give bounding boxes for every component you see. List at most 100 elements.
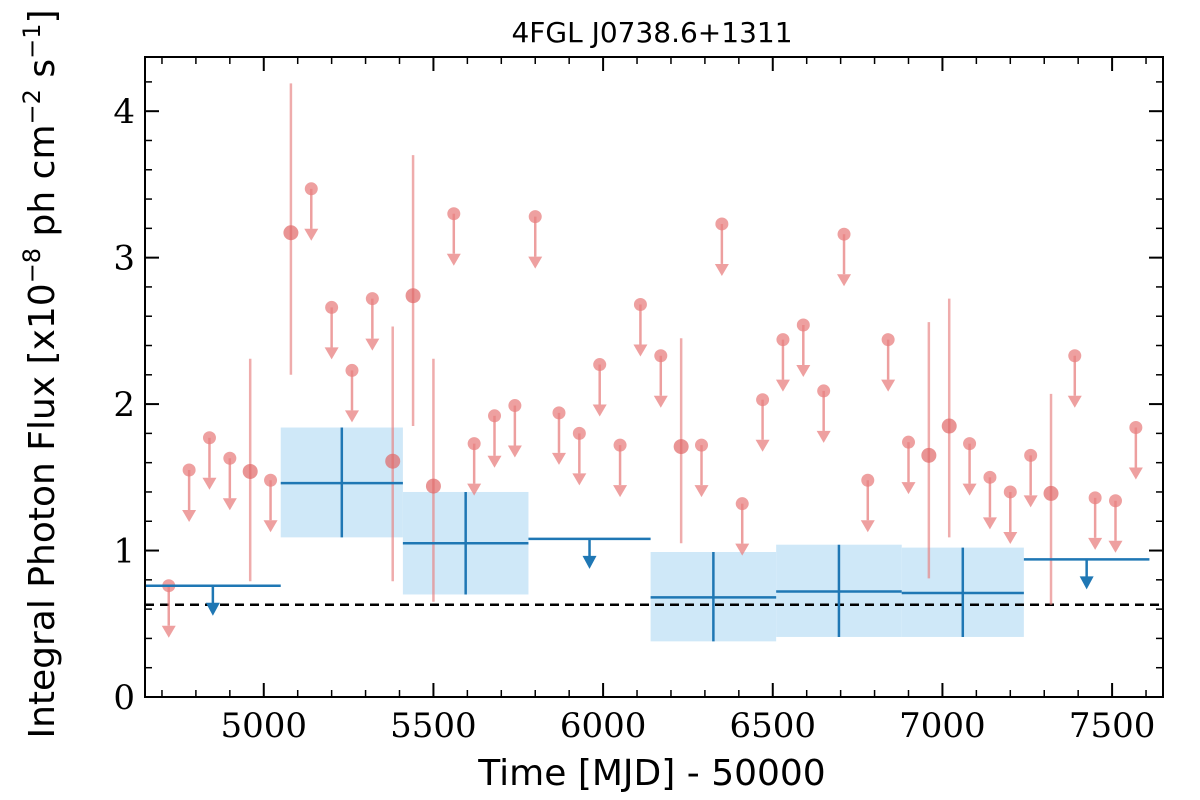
y-tick-label-1: 1 — [113, 532, 135, 572]
x-tick-label-4: 7000 — [899, 706, 986, 746]
short-bin-ul-arrow-44 — [1067, 395, 1082, 408]
short-bin-ul-point-3 — [223, 451, 237, 465]
short-bin-ul-arrow-28 — [735, 543, 750, 556]
short-bin-point-11 — [385, 453, 401, 469]
short-bin-ul-arrow-35 — [881, 379, 896, 392]
short-bin-ul-point-8 — [325, 300, 339, 314]
chart-title: 4FGL J0738.6+1311 — [511, 16, 792, 49]
y-axis-label-exp1: −8 — [18, 248, 46, 283]
short-bin-ul-arrow-36 — [901, 482, 916, 495]
short-bin-ul-point-17 — [508, 399, 522, 413]
short-bin-ul-point-33 — [837, 227, 851, 241]
short-bin-ul-point-1 — [182, 463, 196, 477]
x-tick-label-5: 7500 — [1069, 706, 1156, 746]
short-bin-ul-point-5 — [264, 473, 278, 487]
short-bin-ul-point-10 — [365, 292, 379, 306]
short-bin-ul-arrow-15 — [467, 483, 482, 496]
short-bin-ul-arrow-21 — [592, 404, 607, 417]
short-bin-ul-point-27 — [715, 217, 729, 231]
short-bin-ul-point-2 — [202, 431, 216, 445]
short-bin-ul-point-7 — [304, 182, 318, 196]
short-bin-ul-arrow-33 — [837, 274, 852, 287]
short-bin-ul-point-15 — [467, 437, 481, 451]
short-bin-ul-point-31 — [796, 318, 810, 332]
short-bin-ul-arrow-29 — [755, 439, 770, 452]
short-bin-point-4 — [242, 463, 258, 479]
y-tick-label-2: 2 — [113, 385, 135, 425]
short-bin-ul-point-47 — [1129, 421, 1143, 435]
y-tick-label-0: 0 — [113, 678, 135, 718]
short-bin-ul-arrow-39 — [962, 483, 977, 496]
short-bin-ul-point-22 — [613, 438, 627, 452]
x-tick-label-0: 5000 — [221, 706, 308, 746]
short-bin-ul-point-20 — [572, 426, 586, 440]
short-bin-ul-arrow-22 — [613, 485, 628, 498]
short-bin-ul-point-34 — [861, 473, 875, 487]
short-bin-ul-point-39 — [963, 437, 977, 451]
plot-frame — [144, 56, 1164, 698]
long-bin-ul-arrow-0 — [205, 602, 220, 616]
short-bin-point-25 — [673, 439, 689, 455]
short-bin-point-43 — [1043, 485, 1059, 501]
short-bin-ul-arrow-9 — [344, 410, 359, 423]
short-bin-ul-arrow-16 — [487, 455, 502, 468]
short-bin-ul-arrow-30 — [775, 379, 790, 392]
short-bin-ul-arrow-26 — [694, 485, 709, 498]
short-bin-ul-arrow-18 — [528, 256, 543, 269]
y-axis-label-exp2: −2 — [18, 89, 46, 124]
short-bin-ul-arrow-2 — [202, 477, 217, 490]
short-bin-ul-arrow-23 — [633, 344, 648, 357]
short-bin-point-12 — [405, 288, 421, 304]
short-bin-ul-point-23 — [633, 298, 647, 312]
short-bin-ul-point-19 — [552, 406, 566, 420]
short-bin-ul-arrow-10 — [365, 338, 380, 351]
x-axis-label: Time [MJD] - 50000 — [477, 753, 825, 794]
y-tick-label-4: 4 — [113, 92, 135, 132]
short-bin-ul-arrow-14 — [446, 253, 461, 266]
short-bin-ul-arrow-27 — [714, 263, 729, 276]
short-bin-point-6 — [283, 225, 299, 241]
short-bin-ul-arrow-20 — [572, 473, 587, 486]
short-bin-ul-arrow-46 — [1108, 540, 1123, 553]
y-axis-label: Integral Photon Flux [x10−8 ph cm−2 s−1] — [18, 9, 63, 738]
y-axis-label-part4: ] — [22, 9, 63, 23]
short-bin-ul-arrow-32 — [816, 430, 831, 443]
short-bin-ul-arrow-3 — [222, 498, 237, 511]
short-bin-ul-point-18 — [528, 210, 542, 224]
short-bin-ul-arrow-1 — [182, 509, 197, 522]
short-bin-ul-point-32 — [817, 384, 831, 398]
long-bin-ul-arrow-3 — [582, 555, 597, 569]
y-tick-label-3: 3 — [113, 239, 135, 279]
short-bin-point-38 — [941, 418, 957, 434]
short-bin-ul-point-40 — [983, 470, 997, 484]
short-bin-ul-point-26 — [695, 438, 709, 452]
y-axis-label-part3: s — [22, 59, 63, 89]
y-axis-label-part: Integral Photon Flux [x10 — [22, 283, 63, 738]
short-bin-ul-point-41 — [1003, 485, 1017, 499]
short-bin-point-37 — [921, 447, 937, 463]
short-bin-point-13 — [425, 478, 441, 494]
short-bin-ul-arrow-5 — [263, 520, 278, 533]
short-bin-ul-arrow-40 — [982, 517, 997, 530]
short-bin-ul-point-14 — [447, 207, 461, 221]
short-bin-ul-arrow-0 — [161, 625, 176, 638]
short-bin-ul-point-28 — [735, 497, 749, 511]
short-bin-ul-arrow-8 — [324, 347, 339, 360]
short-bin-ul-arrow-41 — [1003, 531, 1018, 544]
long-bin-ul-arrow-7 — [1079, 576, 1094, 590]
short-bin-ul-point-21 — [593, 358, 607, 372]
short-bin-ul-arrow-24 — [653, 395, 668, 408]
y-axis-label-exp3: −1 — [18, 24, 46, 59]
short-bin-ul-point-42 — [1024, 448, 1038, 462]
short-bin-ul-point-9 — [345, 363, 359, 377]
short-bin-ul-arrow-31 — [796, 365, 811, 378]
short-bin-ul-point-16 — [488, 409, 502, 423]
short-bin-ul-arrow-7 — [304, 228, 319, 241]
short-bin-ul-arrow-47 — [1128, 467, 1143, 480]
short-bin-ul-point-46 — [1108, 494, 1122, 508]
short-bin-ul-point-45 — [1088, 491, 1102, 505]
short-bin-ul-point-29 — [756, 393, 770, 407]
short-bin-ul-arrow-19 — [551, 452, 566, 465]
short-bin-ul-point-44 — [1068, 349, 1082, 363]
